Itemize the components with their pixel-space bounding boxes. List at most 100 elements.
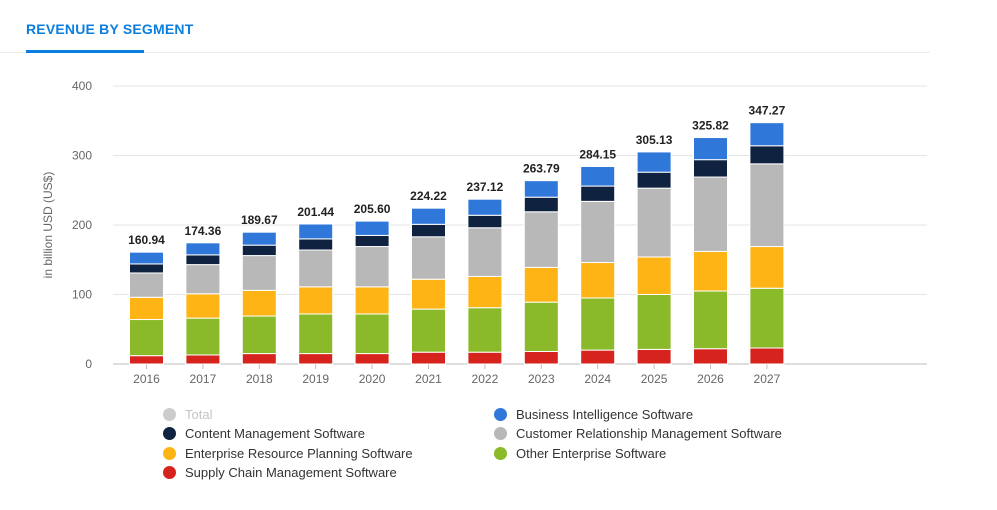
bar-segment-2021-other-enterprise-software[interactable] xyxy=(411,308,446,353)
legend-item-business-intelligence-software[interactable]: Business Intelligence Software xyxy=(494,404,693,424)
bar-segment-2023-customer-relationship-management-software[interactable] xyxy=(523,211,559,268)
bar-segment-2027-other-enterprise-software[interactable] xyxy=(749,287,785,349)
bar-segment-2016-other-enterprise-software[interactable] xyxy=(129,319,164,357)
total-data-label: 325.82 xyxy=(692,119,729,133)
legend-item-content-management-software[interactable]: Content Management Software xyxy=(163,424,365,444)
total-data-label: 284.15 xyxy=(579,148,616,162)
bar-segment-2021-supply-chain-management-software[interactable] xyxy=(411,351,446,365)
bar-segment-2019-content-management-software[interactable] xyxy=(298,238,334,251)
bar-segment-2024-enterprise-resource-planning-software[interactable] xyxy=(580,262,616,299)
bar-segment-2025-supply-chain-management-software[interactable] xyxy=(636,348,672,365)
bar-segment-2017-enterprise-resource-planning-software[interactable] xyxy=(185,293,221,319)
legend-dot-icon xyxy=(494,427,507,440)
legend-dot-icon xyxy=(163,407,176,421)
bar-segment-2018-enterprise-resource-planning-software[interactable] xyxy=(241,289,277,317)
bar-segment-2021-content-management-software[interactable] xyxy=(411,223,446,238)
bar-segment-2017-supply-chain-management-software[interactable] xyxy=(185,354,221,365)
bar-segment-2017-customer-relationship-management-software[interactable] xyxy=(185,264,221,295)
legend-label: Business Intelligence Software xyxy=(516,406,694,422)
bar-segment-2024-business-intelligence-software[interactable] xyxy=(580,166,616,187)
bar-segment-2026-content-management-software[interactable] xyxy=(693,159,728,178)
bar-segment-2023-content-management-software[interactable] xyxy=(523,196,559,213)
bar-segment-2024-content-management-software[interactable] xyxy=(580,185,616,202)
legend-item-total[interactable]: Total xyxy=(163,404,212,424)
bar-segment-2017-business-intelligence-software[interactable] xyxy=(185,242,221,256)
bar-segment-2016-supply-chain-management-software[interactable] xyxy=(129,355,164,365)
y-tick-label: 100 xyxy=(72,288,92,302)
legend-label: Total xyxy=(185,406,213,422)
bar-segment-2018-business-intelligence-software[interactable] xyxy=(241,231,277,246)
bar-segment-2027-business-intelligence-software[interactable] xyxy=(749,122,785,147)
bar-segment-2022-business-intelligence-software[interactable] xyxy=(467,198,503,216)
data-labels: 160.94 174.36 189.67 201.44 205.60 224.22 237.… xyxy=(128,104,785,247)
bar-segment-2025-content-management-software[interactable] xyxy=(636,171,672,189)
bar-segment-2027-enterprise-resource-planning-software[interactable] xyxy=(749,246,785,289)
bar-segment-2022-other-enterprise-software[interactable] xyxy=(467,307,503,353)
bar-segment-2023-business-intelligence-software[interactable] xyxy=(523,180,559,198)
bar-segment-2021-enterprise-resource-planning-software[interactable] xyxy=(411,278,446,310)
x-tick-label: 2019 xyxy=(302,372,329,386)
bar-segment-2027-customer-relationship-management-software[interactable] xyxy=(749,163,785,248)
bar-segment-2019-business-intelligence-software[interactable] xyxy=(298,223,334,240)
x-tick-label: 2027 xyxy=(754,372,781,386)
bar-segment-2016-enterprise-resource-planning-software[interactable] xyxy=(129,296,164,321)
bar-segment-2023-enterprise-resource-planning-software[interactable] xyxy=(523,266,559,303)
bar-segment-2026-business-intelligence-software[interactable] xyxy=(693,137,728,161)
x-tick-label: 2024 xyxy=(584,372,611,386)
bar-segment-2027-content-management-software[interactable] xyxy=(749,145,785,165)
legend-dot-icon xyxy=(163,427,176,440)
x-tick-label: 2023 xyxy=(528,372,555,386)
bar-segment-2023-supply-chain-management-software[interactable] xyxy=(523,350,559,365)
bar-segment-2019-other-enterprise-software[interactable] xyxy=(298,313,334,355)
bar-segment-2020-other-enterprise-software[interactable] xyxy=(354,313,390,355)
legend-item-customer-relationship-management-software[interactable]: Customer Relationship Management Softwar… xyxy=(494,424,782,444)
bar-segment-2018-other-enterprise-software[interactable] xyxy=(241,315,277,355)
x-tick-label: 2022 xyxy=(472,372,499,386)
x-tick-label: 2020 xyxy=(359,372,386,386)
bar-segment-2022-supply-chain-management-software[interactable] xyxy=(467,351,503,365)
bar-segment-2026-other-enterprise-software[interactable] xyxy=(693,290,728,350)
bar-segment-2026-enterprise-resource-planning-software[interactable] xyxy=(693,250,728,292)
bar-segment-2016-business-intelligence-software[interactable] xyxy=(129,251,164,265)
y-tick-label: 400 xyxy=(72,79,92,93)
bar-segment-2024-customer-relationship-management-software[interactable] xyxy=(580,200,616,264)
bar-segment-2021-customer-relationship-management-software[interactable] xyxy=(411,236,446,280)
bar-segment-2016-content-management-software[interactable] xyxy=(129,263,164,274)
bar-segment-2022-enterprise-resource-planning-software[interactable] xyxy=(467,275,503,309)
legend-label: Content Management Software xyxy=(185,426,365,441)
bar-segment-2025-customer-relationship-management-software[interactable] xyxy=(636,187,672,258)
bar-segment-2024-other-enterprise-software[interactable] xyxy=(580,297,616,351)
gridlines xyxy=(113,85,927,365)
bar-segment-2021-business-intelligence-software[interactable] xyxy=(411,207,446,225)
bar-segment-2019-customer-relationship-management-software[interactable] xyxy=(298,249,334,288)
bar-segment-2020-supply-chain-management-software[interactable] xyxy=(354,353,390,365)
bar-segment-2022-customer-relationship-management-software[interactable] xyxy=(467,227,503,277)
bar-segment-2025-business-intelligence-software[interactable] xyxy=(636,151,672,173)
bar-segment-2019-supply-chain-management-software[interactable] xyxy=(298,353,334,365)
legend-item-other-enterprise-software[interactable]: Other Enterprise Software xyxy=(494,443,666,463)
total-data-label: 347.27 xyxy=(749,104,786,118)
bar-segment-2016-customer-relationship-management-software[interactable] xyxy=(129,272,164,298)
bar-segment-2026-supply-chain-management-software[interactable] xyxy=(693,348,728,365)
bar-segment-2020-business-intelligence-software[interactable] xyxy=(354,220,390,236)
legend-item-supply-chain-management-software[interactable]: Supply Chain Management Software xyxy=(163,463,397,483)
bar-segment-2019-enterprise-resource-planning-software[interactable] xyxy=(298,286,334,315)
bar-segment-2024-supply-chain-management-software[interactable] xyxy=(580,349,616,365)
bar-segment-2018-content-management-software[interactable] xyxy=(241,244,277,257)
bar-segment-2027-supply-chain-management-software[interactable] xyxy=(749,347,785,365)
bar-segment-2017-content-management-software[interactable] xyxy=(185,254,221,266)
bar-segment-2025-enterprise-resource-planning-software[interactable] xyxy=(636,256,672,295)
bar-segment-2023-other-enterprise-software[interactable] xyxy=(523,301,559,352)
bar-segment-2026-customer-relationship-management-software[interactable] xyxy=(693,176,728,252)
bar-segment-2025-other-enterprise-software[interactable] xyxy=(636,294,672,350)
legend-dot-icon xyxy=(494,407,507,421)
tab-revenue-by-segment[interactable]: REVENUE BY SEGMENT xyxy=(26,21,194,37)
bar-segment-2020-customer-relationship-management-software[interactable] xyxy=(354,246,390,288)
bar-segment-2022-content-management-software[interactable] xyxy=(467,214,503,229)
bar-segment-2018-customer-relationship-management-software[interactable] xyxy=(241,255,277,291)
bar-segment-2017-other-enterprise-software[interactable] xyxy=(185,317,221,356)
bar-segment-2020-enterprise-resource-planning-software[interactable] xyxy=(354,286,390,315)
legend-item-enterprise-resource-planning-software[interactable]: Enterprise Resource Planning Software xyxy=(163,443,413,463)
bar-segment-2020-content-management-software[interactable] xyxy=(354,234,390,248)
bar-segment-2018-supply-chain-management-software[interactable] xyxy=(241,353,277,365)
